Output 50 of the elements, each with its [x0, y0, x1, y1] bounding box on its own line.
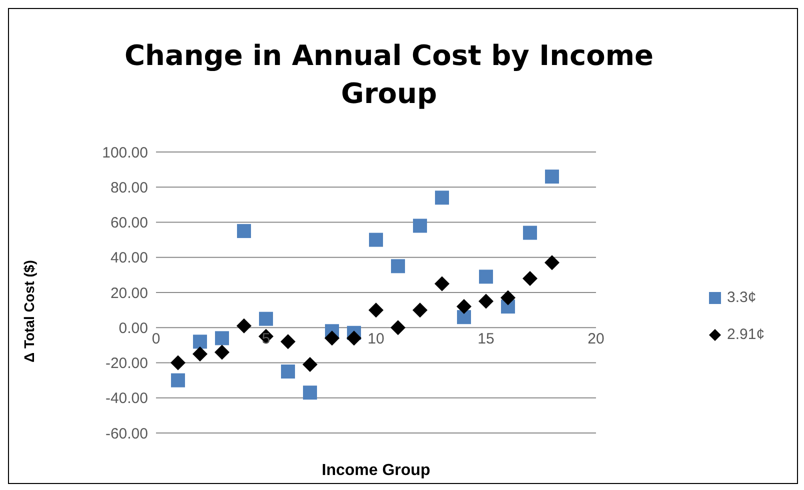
point	[259, 312, 273, 326]
point	[193, 334, 207, 349]
point	[237, 224, 251, 238]
point	[391, 259, 405, 274]
point	[478, 294, 494, 309]
point	[324, 330, 340, 346]
x-tick-label: 0	[152, 330, 160, 348]
point	[214, 344, 230, 360]
point	[500, 290, 516, 306]
legend-label: 3.3¢	[727, 289, 756, 306]
point	[545, 170, 559, 184]
point	[435, 190, 449, 205]
point	[434, 276, 450, 292]
y-tick-label: 40.00	[110, 250, 148, 267]
point	[479, 270, 493, 284]
x-tick-label: 15	[478, 330, 494, 348]
y-tick-label: -40.00	[105, 390, 148, 408]
y-tick-label: 60.00	[110, 214, 148, 232]
x-tick-label: 20	[588, 330, 604, 348]
point	[413, 218, 427, 233]
point	[544, 255, 560, 270]
y-tick-label: 80.00	[110, 179, 148, 196]
point	[390, 320, 406, 336]
point	[280, 334, 296, 350]
x-tick-label: 10	[368, 330, 384, 348]
point	[236, 318, 252, 334]
point	[281, 364, 295, 379]
point	[457, 310, 471, 324]
point	[523, 226, 537, 240]
y-tick-label: 0.00	[118, 320, 148, 337]
y-axis-title: Δ Total Cost ($)	[20, 260, 37, 362]
point	[456, 299, 472, 314]
x-axis-title: Income Group	[322, 462, 430, 479]
chart-title: Change in Annual Cost by Income Group	[123, 38, 655, 112]
y-tick-label: -60.00	[105, 425, 148, 442]
point	[369, 232, 383, 247]
point	[303, 386, 317, 400]
y-tick-label: 100.00	[102, 144, 148, 162]
point	[522, 270, 538, 286]
point	[171, 373, 185, 388]
point	[192, 346, 208, 362]
point	[346, 330, 362, 346]
point	[170, 355, 186, 370]
point	[368, 302, 384, 318]
y-tick-label: -20.00	[105, 355, 148, 372]
y-tick-label: 20.00	[110, 284, 148, 302]
legend-label: 2.91¢	[727, 326, 765, 343]
point	[215, 331, 229, 346]
point	[302, 357, 318, 372]
point	[412, 302, 428, 318]
